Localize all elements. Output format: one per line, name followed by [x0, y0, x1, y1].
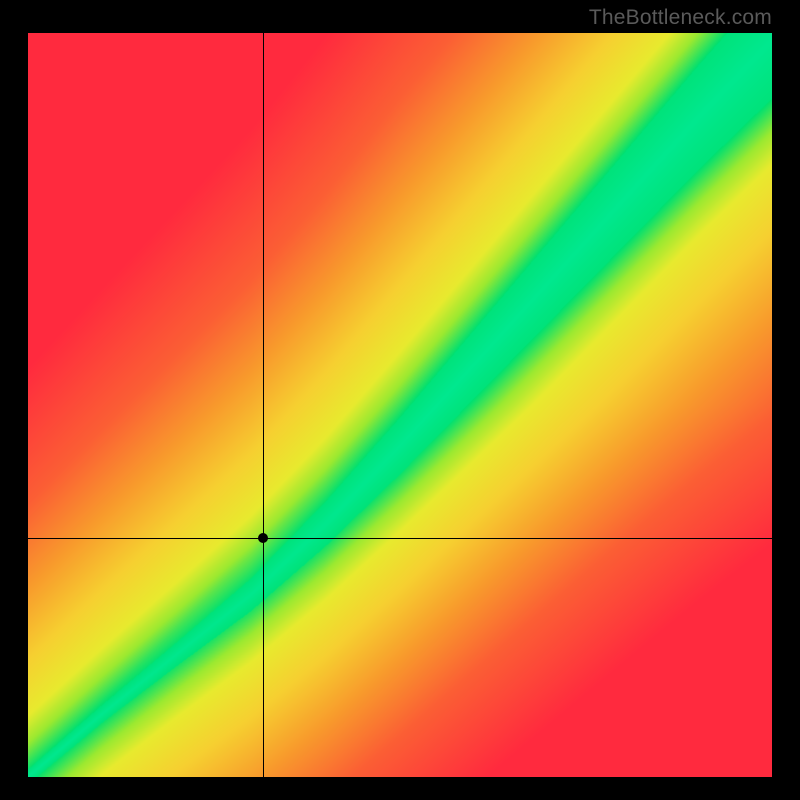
- heatmap-canvas: [28, 33, 772, 777]
- crosshair-marker: [258, 533, 268, 543]
- crosshair-horizontal: [28, 538, 772, 539]
- bottleneck-heatmap: [28, 33, 772, 777]
- watermark-text: TheBottleneck.com: [589, 6, 772, 30]
- crosshair-vertical: [263, 33, 264, 777]
